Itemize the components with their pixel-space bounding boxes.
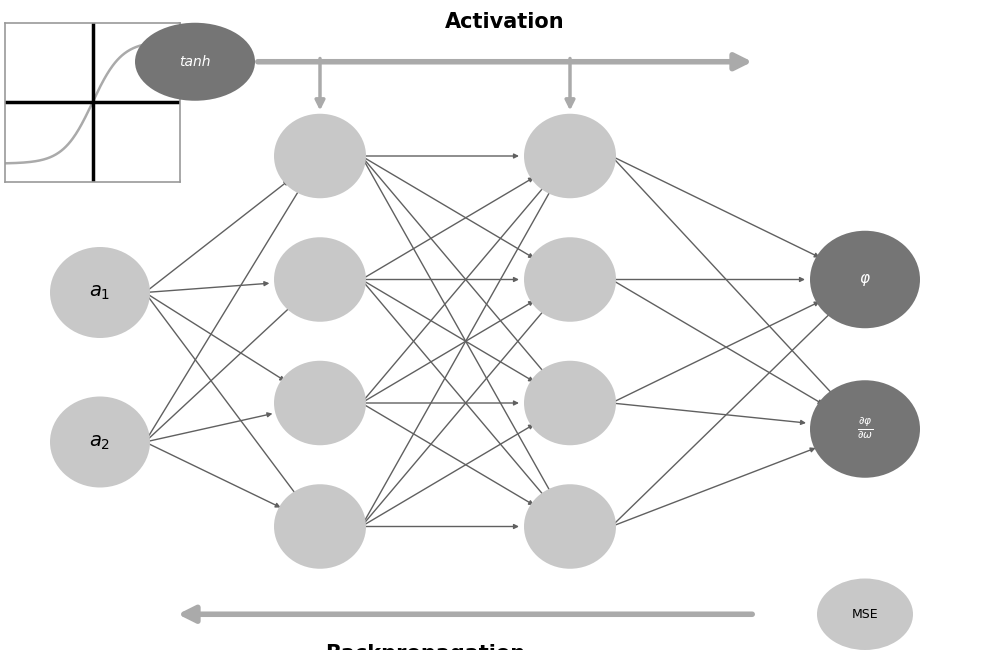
Ellipse shape [524, 361, 616, 445]
Text: $a_2$: $a_2$ [89, 432, 111, 452]
Text: Activation: Activation [445, 12, 565, 32]
Text: MSE: MSE [852, 608, 878, 621]
Text: $\frac{\partial\varphi}{\partial\omega}$: $\frac{\partial\varphi}{\partial\omega}$ [857, 417, 873, 441]
Ellipse shape [50, 247, 150, 338]
Ellipse shape [810, 380, 920, 478]
Ellipse shape [817, 578, 913, 650]
Ellipse shape [274, 361, 366, 445]
Ellipse shape [524, 114, 616, 198]
Ellipse shape [135, 23, 255, 101]
Text: tanh: tanh [179, 55, 211, 69]
Ellipse shape [50, 396, 150, 488]
Ellipse shape [274, 484, 366, 569]
Ellipse shape [524, 484, 616, 569]
Ellipse shape [810, 231, 920, 328]
Ellipse shape [274, 114, 366, 198]
Ellipse shape [524, 237, 616, 322]
Text: $\varphi$: $\varphi$ [859, 272, 871, 287]
Text: Backpropagation: Backpropagation [325, 644, 525, 650]
Text: $a_1$: $a_1$ [89, 283, 111, 302]
Ellipse shape [274, 237, 366, 322]
